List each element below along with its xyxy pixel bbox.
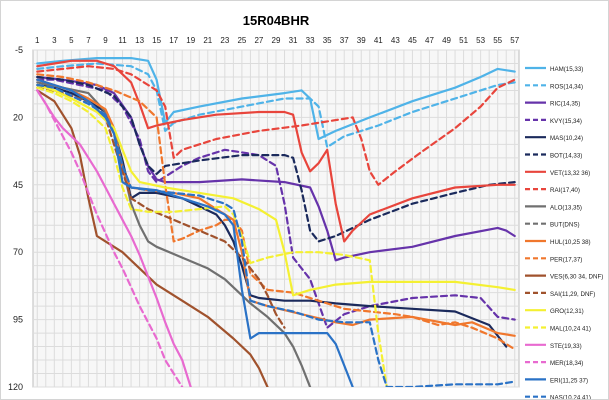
x-tick-label: 47	[425, 36, 434, 45]
x-tick-label: 11	[118, 36, 127, 45]
legend-label: ALO(13,35)	[550, 204, 582, 211]
x-tick-label: 3	[52, 36, 57, 45]
x-tick-label: 49	[442, 36, 451, 45]
x-tick-label: 57	[510, 36, 519, 45]
legend-label: ERI(11,25 37)	[550, 377, 588, 384]
x-tick-label: 19	[186, 36, 195, 45]
series-line-ric	[36, 75, 516, 262]
x-tick-label: 7	[86, 36, 91, 45]
legend-label: MER(18,34)	[550, 360, 583, 367]
legend: HAM(15,33) ROS(14,34) RIC(14,35) KVY(15,34)…	[525, 66, 603, 399]
chart-title: 15R04BHR	[243, 13, 310, 28]
legend-label: MAS(10,24)	[550, 135, 583, 142]
x-tick-label: 37	[340, 36, 349, 45]
x-tick-label: 1	[35, 36, 40, 45]
x-tick-label: 15	[152, 36, 161, 45]
y-tick-label: 120	[8, 382, 23, 392]
series-line-ste	[36, 89, 192, 387]
x-tick-label: 13	[135, 36, 144, 45]
x-tick-label: 31	[289, 36, 298, 45]
series-line-ros	[36, 62, 516, 149]
x-tick-label: 25	[237, 36, 246, 45]
series-line-ham	[36, 57, 516, 141]
legend-label: ROS(14,34)	[550, 83, 583, 90]
legend-label: RIC(14,35)	[550, 101, 580, 108]
y-tick-label: 70	[13, 247, 23, 257]
legend-label: GRO(12,31)	[550, 308, 584, 315]
series-lines	[36, 57, 516, 387]
series-line-kvy	[36, 78, 516, 329]
legend-label: SAI(11,29, DNF)	[550, 291, 595, 298]
y-tick-label: -5	[15, 45, 23, 55]
x-tick-label: 45	[408, 36, 417, 45]
legend-label: STE(19,33)	[550, 343, 582, 350]
x-tick-label: 21	[203, 36, 212, 45]
y-tick-label: 45	[13, 180, 23, 190]
x-tick-label: 29	[272, 36, 281, 45]
legend-label: VES(6,30 34, DNF)	[550, 274, 603, 281]
x-axis-ticks: 1 3 5 7 9 11 13 15 17 19 21 23 25 27 29 31 33 35 37 39 41 43 4…	[35, 36, 520, 45]
y-axis-ticks: -5 20 45 70 95 120	[8, 45, 23, 392]
x-tick-label: 55	[493, 36, 502, 45]
legend-label: VET(13,32 36)	[550, 170, 590, 177]
legend-label: KVY(15,34)	[550, 118, 582, 125]
legend-label: RAI(17,40)	[550, 187, 580, 194]
series-line-per	[36, 73, 516, 351]
y-tick-label: 95	[13, 315, 23, 325]
series-line-nas	[36, 83, 516, 387]
x-tick-label: 17	[169, 36, 178, 45]
x-tick-label: 9	[103, 36, 108, 45]
x-tick-label: 41	[374, 36, 383, 45]
y-tick-label: 20	[13, 112, 23, 122]
series-line-rai	[36, 65, 516, 186]
x-tick-label: 51	[459, 36, 468, 45]
x-tick-label: 23	[220, 36, 229, 45]
legend-label: HUL(10,25 38)	[550, 239, 591, 246]
legend-label: MAL(10,24 41)	[550, 326, 591, 333]
legend-label: PER(17,37)	[550, 256, 582, 263]
series-line-bot	[36, 75, 516, 243]
x-tick-label: 27	[254, 36, 263, 45]
series-line-mer	[36, 89, 184, 387]
legend-label: NAS(10,24 41)	[550, 395, 591, 399]
x-tick-label: 33	[306, 36, 315, 45]
x-tick-label: 53	[476, 36, 485, 45]
x-tick-label: 39	[357, 36, 366, 45]
legend-label: BOT(14,33)	[550, 153, 582, 160]
x-tick-label: 5	[69, 36, 74, 45]
legend-label: HAM(15,33)	[550, 66, 583, 73]
grid	[33, 49, 519, 388]
series-line-gro	[36, 83, 516, 297]
x-tick-label: 43	[391, 36, 400, 45]
x-tick-label: 35	[323, 36, 332, 45]
legend-label: BUT(DNS)	[550, 222, 580, 229]
